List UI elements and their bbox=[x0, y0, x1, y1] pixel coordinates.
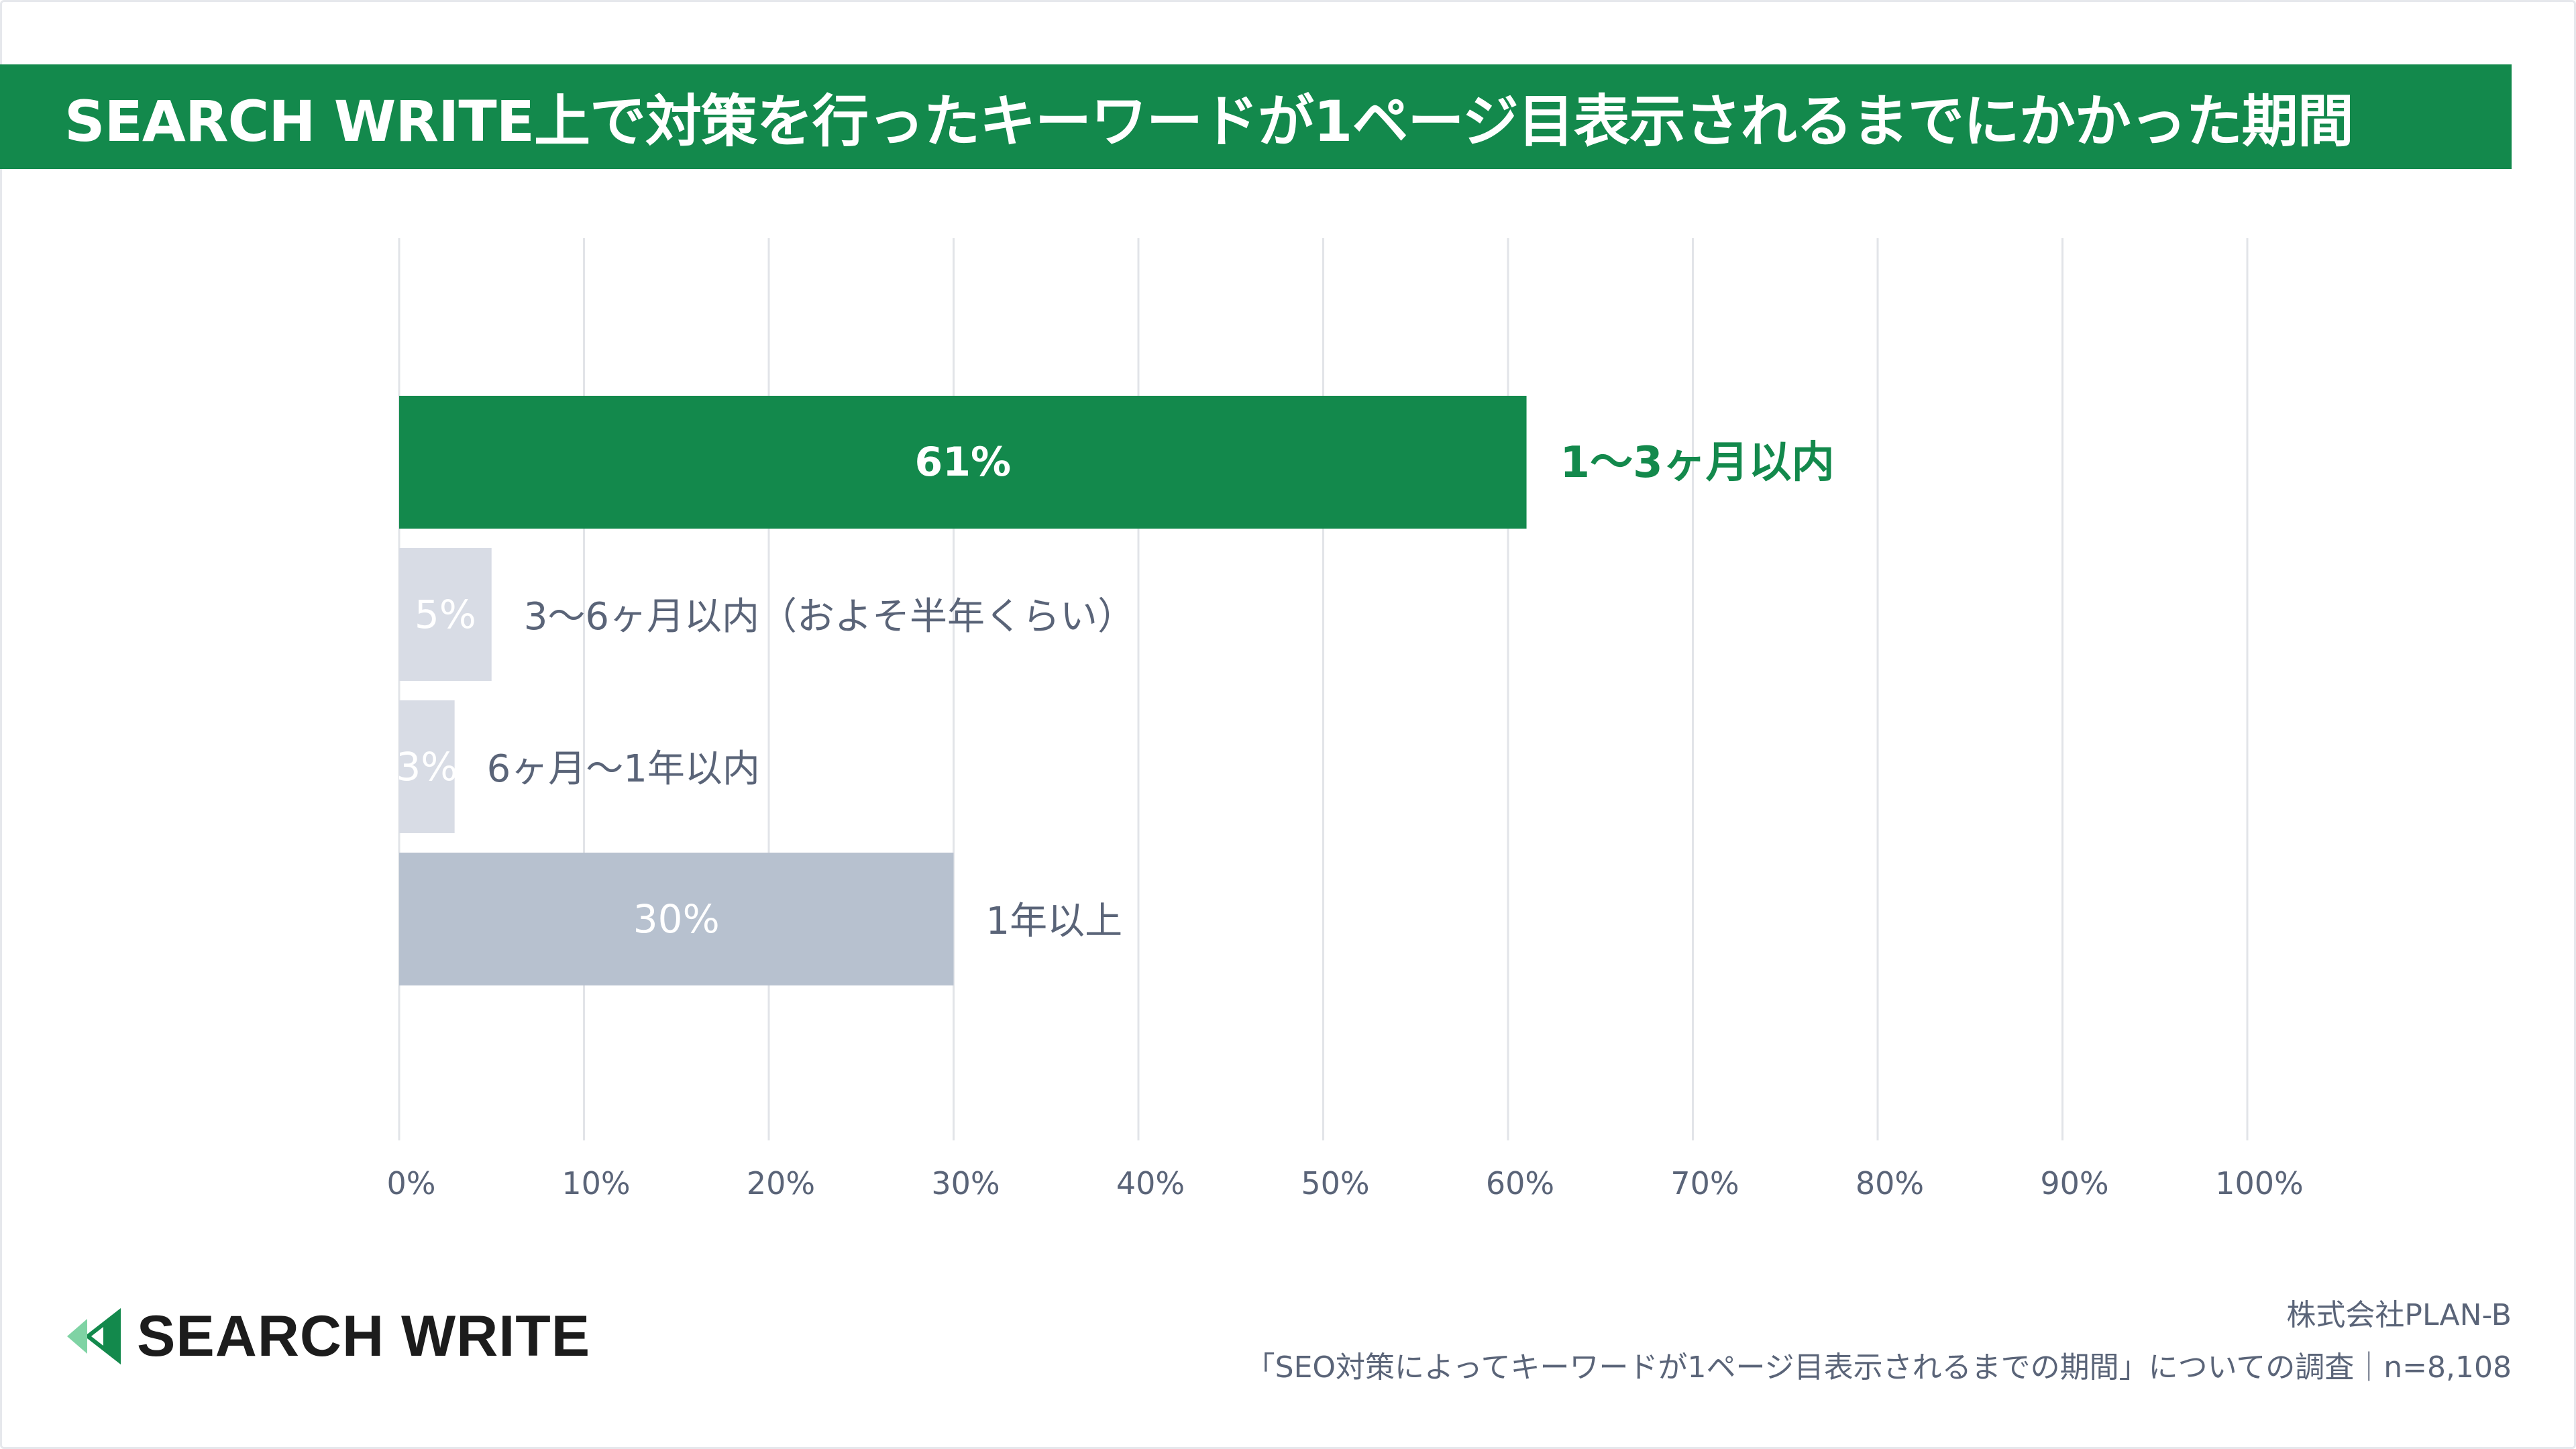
x-tick-label: 70% bbox=[1670, 1165, 1739, 1201]
bar bbox=[399, 700, 455, 833]
bar bbox=[399, 853, 954, 985]
bar bbox=[399, 396, 1527, 529]
bar-value-label: 3% bbox=[396, 744, 458, 790]
x-tick-label: 0% bbox=[387, 1165, 436, 1201]
bar-value-label: 61% bbox=[914, 439, 1011, 486]
x-tick-label: 30% bbox=[931, 1165, 1000, 1201]
bar bbox=[399, 548, 492, 681]
bar-value-label: 30% bbox=[633, 896, 720, 942]
x-tick-label: 40% bbox=[1116, 1165, 1185, 1201]
search-write-arrow-icon bbox=[67, 1308, 121, 1364]
bar-value-label: 5% bbox=[415, 592, 476, 637]
gridlines bbox=[398, 238, 2249, 1140]
category-label: 3〜6ヶ月以内（およそ半年くらい） bbox=[524, 595, 1135, 639]
category-label: 6ヶ月〜1年以内 bbox=[487, 747, 760, 791]
x-tick-label: 20% bbox=[747, 1165, 815, 1201]
category-label: 1〜3ヶ月以内 bbox=[1560, 438, 1835, 488]
x-axis-ticks: 0% 10% 20% 30% 40% 50% 60% 70% 80% 90% 100% bbox=[387, 1165, 2304, 1201]
x-tick-label: 10% bbox=[561, 1165, 630, 1201]
brand-logo: SEARCH WRITE bbox=[64, 1304, 590, 1368]
x-tick-label: 60% bbox=[1486, 1165, 1554, 1201]
company-name: 株式会社PLAN-B bbox=[2286, 1298, 2512, 1332]
x-tick-label: 50% bbox=[1301, 1165, 1369, 1201]
bars: 61% 1〜3ヶ月以内 5% 3〜6ヶ月以内（およそ半年くらい） 3% 6ヶ月〜1年以内 3… bbox=[396, 396, 1835, 985]
x-tick-label: 80% bbox=[1856, 1165, 1924, 1201]
x-tick-label: 100% bbox=[2215, 1165, 2304, 1201]
chart-title: SEARCH WRITE上で対策を行ったキーワードが1ページ目表示されるまでにか… bbox=[0, 64, 2512, 169]
brand-name: SEARCH WRITE bbox=[137, 1303, 591, 1368]
survey-citation: 「SEO対策によってキーワードが1ページ目表示されるまでの期間」についての調査｜… bbox=[1245, 1350, 2512, 1385]
source-note: 株式会社PLAN-B 「SEO対策によってキーワードが1ページ目表示されるまでの… bbox=[1246, 1289, 2512, 1394]
x-tick-label: 90% bbox=[2040, 1165, 2108, 1201]
category-label: 1年以上 bbox=[986, 900, 1123, 943]
